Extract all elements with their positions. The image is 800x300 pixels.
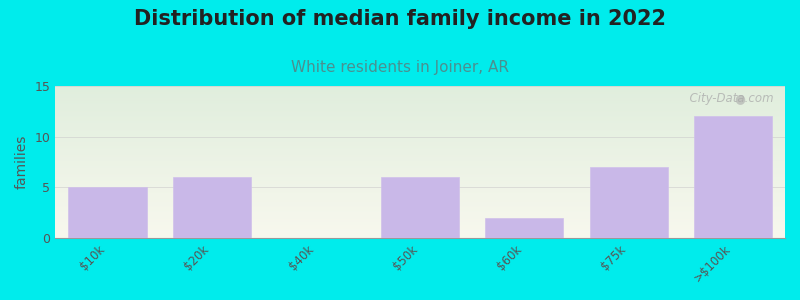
Bar <box>590 167 668 238</box>
Y-axis label: families: families <box>15 135 29 189</box>
Bar <box>68 188 146 238</box>
Text: City-Data.com: City-Data.com <box>682 92 774 105</box>
Text: White residents in Joiner, AR: White residents in Joiner, AR <box>291 60 509 75</box>
Bar <box>486 218 563 238</box>
Bar <box>173 177 250 238</box>
Bar <box>694 116 772 238</box>
Text: ●: ● <box>734 92 745 105</box>
Bar <box>381 177 459 238</box>
Text: Distribution of median family income in 2022: Distribution of median family income in … <box>134 9 666 29</box>
